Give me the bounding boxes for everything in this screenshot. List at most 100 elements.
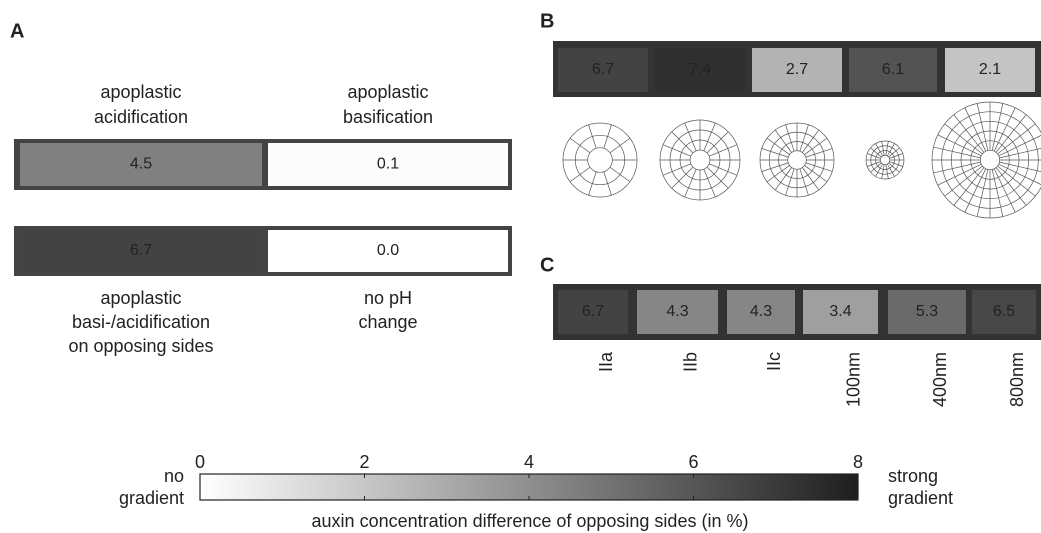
tick-label: 8 xyxy=(853,452,863,472)
spoke xyxy=(993,107,1016,152)
ring xyxy=(879,154,891,166)
spoke xyxy=(671,131,694,154)
cell xyxy=(268,143,508,186)
cell xyxy=(20,230,262,272)
root-section xyxy=(865,140,905,180)
ring xyxy=(787,150,807,170)
cell-value: 0.1 xyxy=(377,156,399,173)
spoke xyxy=(799,168,809,196)
root-section xyxy=(759,122,835,198)
spoke xyxy=(671,166,694,189)
spoke xyxy=(709,144,738,157)
condition-label: change xyxy=(358,312,417,332)
cell xyxy=(637,290,718,334)
colorbar-end-label: gradient xyxy=(888,488,953,508)
spoke xyxy=(998,163,1041,185)
spoke xyxy=(761,148,789,158)
spoke xyxy=(804,165,828,183)
cell-value: 5.3 xyxy=(916,303,938,320)
spoke xyxy=(774,129,792,153)
cell xyxy=(558,48,648,92)
ring xyxy=(587,147,613,173)
spoke xyxy=(766,137,790,155)
ring xyxy=(979,149,1001,171)
cell xyxy=(849,48,937,92)
category-label: IIb xyxy=(680,352,700,372)
tick-label: 6 xyxy=(688,452,698,472)
spoke xyxy=(888,162,900,173)
panel-label: C xyxy=(540,254,554,276)
spoke xyxy=(785,124,795,152)
spoke xyxy=(964,168,987,213)
spoke xyxy=(998,135,1041,157)
root-section xyxy=(931,101,1041,219)
spoke xyxy=(804,137,828,155)
spoke xyxy=(588,171,597,196)
panel-label: A xyxy=(10,20,24,42)
spoke xyxy=(991,103,1004,151)
spoke xyxy=(937,134,982,157)
spoke xyxy=(684,122,697,151)
condition-label: on opposing sides xyxy=(68,336,213,356)
cell xyxy=(727,290,795,334)
cell xyxy=(655,48,745,92)
spoke xyxy=(703,169,716,198)
condition-label: basi-/acidification xyxy=(72,312,210,332)
spoke xyxy=(888,147,900,158)
category-label: IIa xyxy=(596,351,616,372)
spoke xyxy=(881,164,885,179)
spoke xyxy=(569,166,591,183)
cell xyxy=(803,290,878,334)
spoke xyxy=(766,165,790,183)
spoke xyxy=(706,131,729,154)
cell xyxy=(972,290,1036,334)
category-label: IIc xyxy=(764,352,784,371)
spoke xyxy=(964,107,987,152)
spoke xyxy=(993,168,1016,213)
spoke xyxy=(870,162,882,173)
tick-label: 0 xyxy=(195,452,205,472)
spoke xyxy=(997,165,1036,197)
condition-label: basification xyxy=(343,107,433,127)
condition-label: apoplastic xyxy=(100,82,181,102)
spoke xyxy=(609,137,631,154)
cell-value: 4.5 xyxy=(130,156,152,173)
cell-value: 6.7 xyxy=(130,242,152,259)
root-section xyxy=(659,119,741,201)
spoke xyxy=(944,123,983,155)
condition-label: apoplastic xyxy=(347,82,428,102)
cell-value: 0.0 xyxy=(377,242,399,259)
condition-label: no pH xyxy=(364,288,412,308)
spoke xyxy=(881,141,885,156)
spoke xyxy=(887,163,895,177)
spoke xyxy=(774,167,792,191)
spoke xyxy=(609,166,631,183)
spoke xyxy=(997,123,1036,155)
cell-value: 6.5 xyxy=(993,303,1015,320)
tick-label: 4 xyxy=(524,452,534,472)
spoke xyxy=(933,161,981,174)
spoke xyxy=(805,162,833,172)
spoke xyxy=(887,143,895,157)
spoke xyxy=(870,147,882,158)
colorbar-end-label: strong xyxy=(888,466,938,486)
spoke xyxy=(588,124,597,149)
root-section xyxy=(562,122,638,198)
spoke xyxy=(603,124,612,149)
panel-label: B xyxy=(540,10,554,32)
condition-label: acidification xyxy=(94,107,188,127)
cell xyxy=(558,290,628,334)
category-label: 100nm xyxy=(843,352,863,407)
spoke xyxy=(805,148,833,158)
spoke xyxy=(995,167,1027,206)
colorbar-end-label: no xyxy=(164,466,184,486)
cell-value: 4.3 xyxy=(666,303,688,320)
cell-value: 3.4 xyxy=(829,303,851,320)
spoke xyxy=(802,167,820,191)
category-label: 800nm xyxy=(1007,352,1027,407)
spoke xyxy=(867,153,881,159)
cell-value: 2.7 xyxy=(786,61,808,78)
spoke xyxy=(802,129,820,153)
spoke xyxy=(785,168,795,196)
